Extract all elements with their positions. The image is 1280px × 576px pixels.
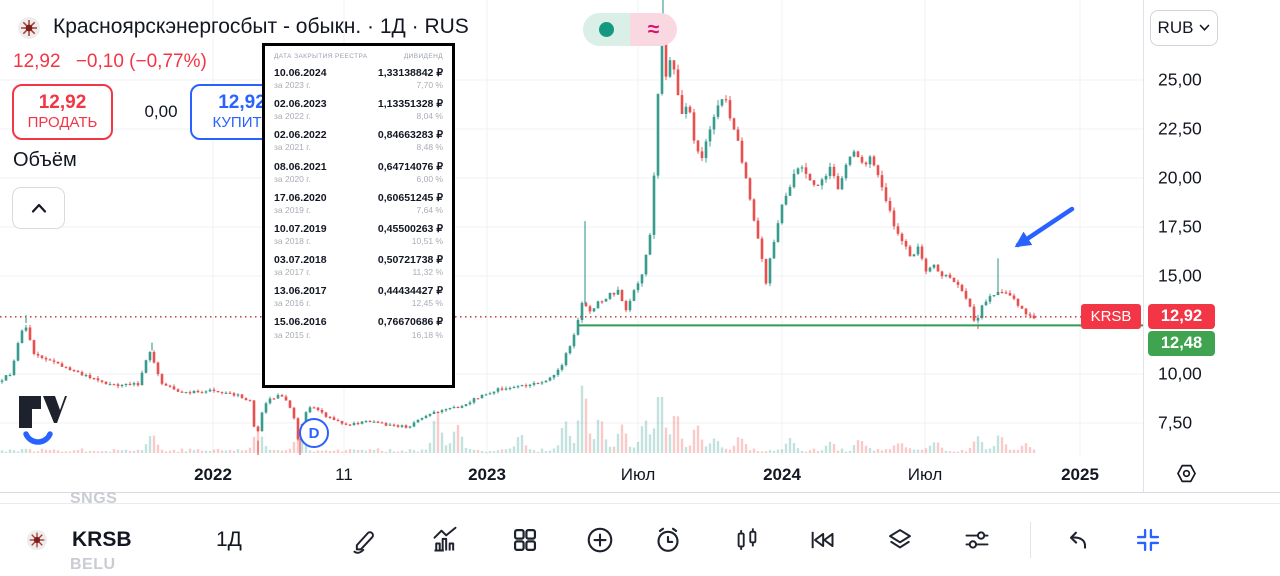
price-tick: 20,00 [1158,167,1202,188]
dividends-col-date: ДАТА ЗАКРЫТИЯ РЕЕСТРА [274,53,368,60]
toolbar-symbol-logo-icon[interactable] [26,504,48,576]
dividend-row: 17.06.2020 за 2019 г. 0,60651245 ₽7,64 % [274,191,443,215]
replay-button[interactable] [808,504,836,576]
time-tick: 2022 [194,465,232,484]
symbol-price-label: KRSB [1081,304,1141,330]
dividend-row: 03.07.2018 за 2017 г. 0,50721738 ₽11,32 % [274,254,443,278]
symbol-logo-icon[interactable] [17,16,41,40]
grid-layer [0,0,1143,455]
market-status-toggle[interactable]: ≈ [583,13,677,46]
price-tick: 15,00 [1158,265,1202,286]
toolbar-group-divider [1030,522,1031,558]
volume-bars-layer [0,385,1036,453]
price-tick: 10,00 [1158,363,1202,384]
spread-value: 0,00 [144,102,178,121]
toolbar-symbol-button[interactable]: KRSB [72,528,132,551]
last-price-badge: 12,92 [1148,303,1215,329]
price-tick: 17,50 [1158,216,1202,237]
plus-circle-icon [587,527,613,553]
volume-indicator-label: Объём [13,149,77,171]
layout-grid-icon [513,528,537,552]
dividend-row: 02.06.2022 за 2021 г. 0,84663283 ₽8,48 % [274,129,443,153]
add-button[interactable] [585,504,615,576]
layers-button[interactable] [886,504,914,576]
annotation-arrow [1014,206,1075,248]
price-levels-layer [0,315,1143,327]
hexagon-settings-icon [1177,464,1196,483]
chart-type-button[interactable] [733,504,761,576]
rewind-icon [811,531,834,549]
interval-button[interactable]: 1Д [216,528,242,551]
last-price-row: 12,92 −0,10 (−0,77%) [13,51,207,73]
settings-button[interactable] [963,504,991,576]
currency-selector[interactable]: RUB [1150,10,1218,46]
watchlist-ghost-ticker: BELU [70,556,116,573]
draw-pencil-icon [353,531,374,554]
price-tick: 25,00 [1158,69,1202,90]
approx-price-indicator[interactable]: ≈ [630,13,677,46]
layers-icon [889,529,911,549]
layouts-button[interactable] [511,504,539,576]
indicators-button[interactable] [431,504,459,576]
dividend-row: 13.06.2017 за 2016 г. 0,44434427 ₽12,45 % [274,285,443,309]
market-open-indicator[interactable] [583,13,630,46]
price-tick: 7,50 [1158,412,1193,433]
dividend-row: 08.06.2021 за 2020 г. 0,64714076 ₽6,00 % [274,160,443,184]
support-price-badge: 12,48 [1148,330,1215,356]
chevron-down-icon [1200,24,1210,31]
watchlist-ghost-ticker: SNGS [70,490,118,507]
page-title: Красноярскэнергосбыт - обыкн. · 1Д · RUS [53,15,469,38]
time-tick: Июл [620,465,656,484]
undo-button[interactable] [1064,504,1092,576]
market-open-dot-icon [599,22,614,37]
time-tick: 2025 [1061,465,1099,484]
time-tick: 11 [335,465,353,484]
price-change: −0,10 (−0,77%) [75,51,207,72]
time-tick: Июл [907,465,943,484]
axis-corner-divider [1143,455,1144,493]
tradingview-logo [16,392,70,452]
dividends-table: ДАТА ЗАКРЫТИЯ РЕЕСТРА ДИВИДЕНД 10.06.202… [262,43,455,388]
price-chart[interactable]: KRSB D [0,0,1143,455]
bottom-toolbar: KRSB 1Д [0,504,1280,576]
axis-settings-button[interactable] [1173,460,1200,487]
price-tick: 22,50 [1158,118,1202,139]
legend-collapse-button[interactable] [12,187,65,229]
dividends-col-value: ДИВИДЕНД [403,53,443,60]
time-tick: 2024 [763,465,801,484]
alarm-clock-icon [657,527,679,552]
dividend-row: 15.06.2016 за 2015 г. 0,76670686 ₽16,18 % [274,316,443,340]
last-price: 12,92 [13,51,61,72]
dividend-row: 10.07.2019 за 2018 г. 0,45500263 ₽10,51 % [274,222,443,246]
sliders-icon [965,531,989,549]
candles-layer [0,0,1036,455]
collapse-icon [1136,528,1160,552]
dividend-row: 10.06.2024 за 2023 г. 1,33138842 ₽7,70 % [274,67,443,91]
sell-button[interactable]: 12,92 ПРОДАТЬ [12,84,113,140]
dividends-rows: 10.06.2024 за 2023 г. 1,33138842 ₽7,70 % 02… [274,67,443,341]
candlestick-icon [737,528,757,550]
exit-fullscreen-button[interactable] [1134,504,1162,576]
dividend-marker-badge[interactable]: D [299,418,329,448]
indicators-icon [433,526,457,552]
dividend-row: 02.06.2023 за 2022 г. 1,13351328 ₽8,04 % [274,98,443,122]
alerts-button[interactable] [653,504,683,576]
price-axis[interactable]: RUB 25,00 22,50 20,00 17,50 15,00 10,00 7,50 1… [1143,0,1280,493]
chevron-up-icon [31,203,46,213]
time-axis[interactable]: 2022 11 2023 Июл 2024 Июл 2025 [0,455,1280,493]
candlestick-chart [0,0,1143,455]
toolbar-divider [0,503,1280,504]
draw-button[interactable] [351,504,379,576]
undo-arrow-icon [1069,531,1087,549]
time-tick: 2023 [468,465,506,484]
